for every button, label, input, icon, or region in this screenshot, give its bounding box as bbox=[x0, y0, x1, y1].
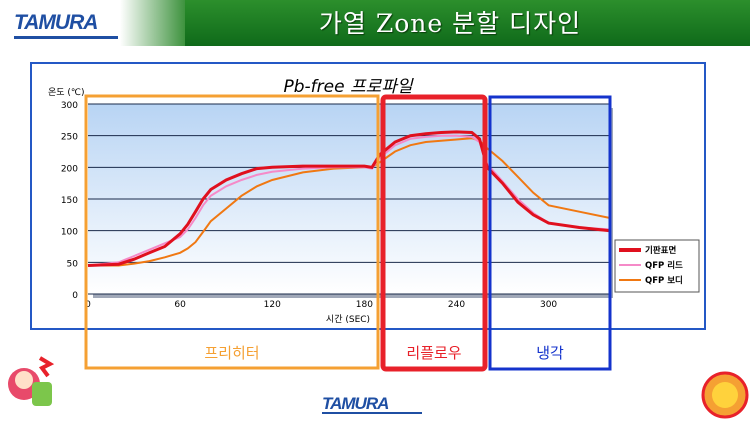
zone-label: 냉각 bbox=[536, 344, 564, 362]
x-tick-label: 240 bbox=[448, 300, 465, 310]
zone-box-1 bbox=[84, 94, 380, 370]
footer-logo-underline bbox=[322, 412, 422, 414]
x-tick-label: 60 bbox=[174, 300, 186, 310]
legend-label: QFP 보디 bbox=[645, 275, 683, 286]
series-line-1 bbox=[87, 130, 611, 267]
y-axis-label: 온도 (℃) bbox=[48, 87, 85, 98]
y-tick-label: 250 bbox=[61, 133, 78, 143]
zone-box-2 bbox=[380, 94, 488, 372]
brand-logo: TAMURA bbox=[14, 11, 98, 34]
x-tick-label: 300 bbox=[540, 300, 557, 310]
y-tick-label: 300 bbox=[61, 101, 78, 111]
footer-logo: TAMURA bbox=[322, 394, 389, 413]
zone-box-3 bbox=[488, 95, 612, 371]
legend-label: QFP 리드 bbox=[645, 260, 683, 271]
y-tick-label: 100 bbox=[61, 228, 78, 238]
y-tick-label: 200 bbox=[61, 164, 78, 174]
x-tick-label: 120 bbox=[264, 300, 281, 310]
y-tick-label: 150 bbox=[61, 196, 78, 206]
mascot-icon bbox=[8, 356, 55, 406]
header-bar: TAMURA 가열 Zone 분할 디자인 bbox=[0, 0, 750, 46]
chart-title: Pb-free 프로파일 bbox=[283, 77, 413, 97]
header-gradient bbox=[120, 0, 190, 46]
badge-icon bbox=[701, 371, 749, 419]
y-tick-label: 0 bbox=[72, 291, 78, 301]
x-tick-label: 0 bbox=[85, 300, 91, 310]
x-axis-label: 시간 (SEC) bbox=[326, 314, 370, 325]
page-title: 가열 Zone 분할 디자인 bbox=[318, 9, 582, 38]
zone-label: 프리히터 bbox=[204, 344, 259, 362]
brand-logo-underline bbox=[14, 36, 118, 39]
header-band bbox=[185, 0, 750, 46]
x-tick-label: 180 bbox=[356, 300, 373, 310]
y-tick-label: 50 bbox=[67, 259, 79, 269]
legend-label: 기판표면 bbox=[645, 245, 676, 256]
zone-label: 리플로우 bbox=[406, 344, 461, 362]
